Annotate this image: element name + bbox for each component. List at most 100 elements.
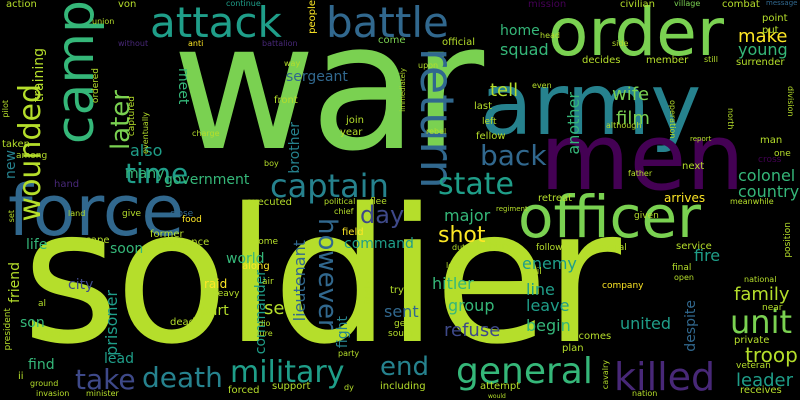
word-united: united (620, 314, 671, 333)
word-near: near (762, 303, 783, 313)
word-side: side (612, 39, 629, 48)
word-however: however (312, 218, 342, 330)
word-escape: escape (74, 235, 110, 246)
word-following: following (536, 243, 577, 253)
word-order: order (548, 0, 724, 71)
word-capture: capture (242, 329, 273, 338)
word-food: food (182, 215, 202, 225)
word-front: front (274, 95, 298, 106)
word-part: part (200, 303, 229, 319)
word-despite: despite (683, 300, 699, 352)
word-flee: flee (370, 197, 387, 207)
word-along: along (242, 261, 270, 272)
word-end: end (380, 352, 429, 382)
word-try: try (390, 285, 404, 296)
word-war: war (172, 0, 484, 190)
word-begin: begin (526, 316, 571, 335)
word-last: last (474, 101, 493, 112)
word-led: led (46, 329, 62, 340)
word-friend: friend (7, 262, 23, 303)
word-father: father (628, 169, 653, 178)
word-eventually: eventually (141, 112, 150, 154)
word-veteran: veteran (736, 361, 771, 371)
word-resistance: resistance (158, 237, 210, 248)
word-fight: fight (335, 316, 351, 349)
word-boy: boy (264, 159, 279, 168)
word-attack: attack (150, 0, 282, 47)
word-anti: anti (188, 39, 204, 48)
word-upon: upon (418, 61, 439, 70)
word-unit: unit (730, 303, 792, 341)
word-cross: cross (758, 155, 782, 165)
word-nation: nation (632, 389, 658, 398)
word-plan: plan (562, 343, 584, 354)
word-union: union (92, 17, 115, 26)
word-take: take (75, 363, 136, 396)
word-heavy: heavy (212, 289, 240, 299)
word-sergeant: sergeant (286, 69, 348, 85)
word-official: official (442, 37, 475, 48)
word-put: put (762, 25, 779, 36)
word-back: back (480, 139, 547, 172)
word-surrender: surrender (736, 57, 785, 68)
word-charge: charge (192, 129, 220, 138)
word-many: many (125, 166, 165, 182)
word-raid: raid (204, 277, 228, 291)
word-command: command (344, 236, 414, 252)
word-see: see (264, 298, 296, 319)
word-young: young (738, 40, 788, 59)
word-film: film (616, 108, 650, 129)
word-president: president (3, 308, 13, 351)
word-company: company (602, 281, 644, 291)
word-fighting: fighting (476, 241, 515, 252)
word-year: year (340, 127, 363, 138)
word-cavalry: cavalry (601, 360, 610, 390)
word-meet: meet (175, 68, 191, 105)
word-wife: wife (612, 84, 650, 105)
word-finally: finally (363, 280, 372, 305)
word-world: world (226, 251, 265, 267)
word-killed: killed (614, 355, 716, 399)
word-major: major (444, 206, 491, 225)
word-enemy: enemy (522, 254, 577, 273)
word-refuse: refuse (444, 320, 501, 341)
word-make: make (738, 26, 788, 47)
word-chief: chief (334, 207, 354, 216)
word-radio: radio (250, 319, 271, 328)
word-former: former (150, 229, 184, 240)
word-support: support (272, 381, 311, 392)
word-line: line (526, 280, 555, 299)
word-retreat: retreat (538, 193, 573, 204)
word-attempt: attempt (480, 381, 521, 392)
word-battalion: battalion (262, 39, 298, 48)
word-position: position (783, 222, 793, 258)
word-get: get (394, 319, 409, 329)
word-day: day (360, 201, 405, 229)
word-dy: dy (344, 383, 354, 392)
word-left: left (482, 117, 497, 127)
word-time: time (125, 157, 189, 190)
word-report: report (690, 135, 712, 143)
word-air: air (262, 277, 274, 287)
word-member: member (646, 55, 689, 66)
word-action: action (6, 0, 37, 10)
word-ground: ground (30, 379, 59, 388)
word-regiment: regiment (496, 205, 528, 213)
word-head: head (540, 31, 560, 40)
word-combat: combat (722, 0, 760, 10)
word-invasion: invasion (36, 389, 70, 398)
word-political: political (324, 197, 356, 206)
word-close: close (170, 209, 194, 219)
word-lead: lead (104, 351, 134, 367)
word-set: set (7, 210, 16, 223)
word-final: final (672, 263, 692, 273)
word-ordered: ordered (91, 68, 101, 104)
word-military: military (230, 355, 345, 390)
word-country: country (738, 182, 800, 201)
word-return: return (410, 48, 464, 189)
word-among: among (16, 151, 48, 161)
word-join: join (346, 115, 365, 126)
word-including: including (380, 381, 426, 392)
word-dead: dead (170, 317, 195, 328)
word-duty: duty (452, 243, 471, 252)
